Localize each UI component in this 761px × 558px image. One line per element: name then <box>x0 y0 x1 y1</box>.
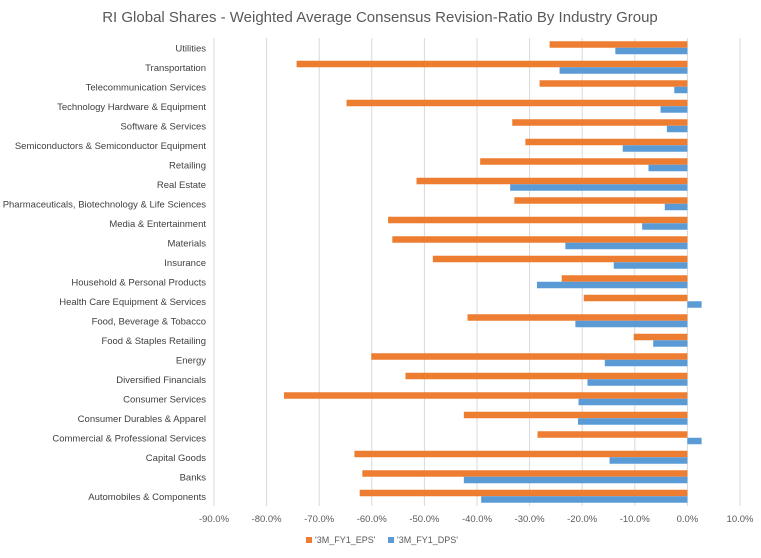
eps-bar <box>392 236 688 243</box>
dps-bar <box>674 86 688 94</box>
category-label: Banks <box>180 472 207 483</box>
category-label: Transportation <box>145 63 206 74</box>
category-label: Insurance <box>164 258 206 269</box>
category-label: Telecommunication Services <box>86 82 207 93</box>
eps-bar <box>283 392 688 399</box>
eps-bar <box>537 431 688 438</box>
dps-bar <box>642 223 688 230</box>
eps-bar <box>480 158 688 165</box>
x-tick-label: 0.0% <box>677 514 699 525</box>
dps-bar <box>648 164 688 172</box>
eps-bar <box>359 489 688 497</box>
dps-bar <box>666 125 688 133</box>
chart-title: RI Global Shares - Weighted Average Cons… <box>102 9 658 26</box>
x-tick-label: -90.0% <box>199 514 230 525</box>
x-tick-label: 10.0% <box>727 514 754 525</box>
dps-bar <box>604 359 688 367</box>
eps-bar <box>362 470 688 477</box>
eps-bar <box>549 41 688 48</box>
dps-bar <box>687 301 702 308</box>
legend: '3M_FY1_EPS' '3M_FY1_DPS' <box>306 535 458 545</box>
category-label: Consumer Services <box>123 394 206 405</box>
x-tick-label: -30.0% <box>515 514 546 525</box>
eps-bar <box>354 450 688 458</box>
eps-bar <box>633 333 688 341</box>
legend-label: '3M_FY1_EPS' <box>315 535 376 545</box>
eps-bar <box>405 372 688 380</box>
eps-bar <box>432 255 688 263</box>
dps-bar <box>481 496 688 503</box>
category-label: Real Estate <box>157 180 206 191</box>
category-label: Health Care Equipment & Services <box>59 297 206 308</box>
bars <box>283 41 702 503</box>
x-tick-label: -60.0% <box>357 514 388 525</box>
x-tick-label: -20.0% <box>567 514 598 525</box>
category-label: Automobiles & Components <box>88 492 206 503</box>
dps-bar <box>463 476 688 484</box>
gridlines <box>213 38 741 506</box>
dps-bar <box>565 242 688 250</box>
category-label: Energy <box>176 355 206 366</box>
dps-bar <box>578 398 688 406</box>
category-label: Technology Hardware & Equipment <box>57 102 206 113</box>
category-label: Diversified Financials <box>116 375 206 386</box>
dps-bar <box>613 262 688 269</box>
category-label: Semiconductors & Semiconductor Equipment <box>15 141 207 152</box>
eps-bar <box>388 216 688 224</box>
x-tick-label: -10.0% <box>620 514 651 525</box>
x-tick-label: -40.0% <box>462 514 493 525</box>
x-tick-label: -70.0% <box>304 514 335 525</box>
eps-bar <box>371 353 688 360</box>
eps-bar <box>346 99 688 107</box>
dps-bar <box>609 457 688 464</box>
dps-bar <box>587 379 688 386</box>
dps-bar <box>559 67 688 74</box>
dps-bar <box>575 320 688 328</box>
eps-bar <box>296 60 688 68</box>
legend-label: '3M_FY1_DPS' <box>397 535 458 545</box>
dps-bar <box>510 184 688 191</box>
category-label: Retailing <box>169 160 206 171</box>
legend-swatch <box>306 537 312 543</box>
dps-bar <box>577 418 688 425</box>
category-label: Materials <box>167 238 206 249</box>
x-tick-labels: -90.0% -80.0% -70.0% -60.0% -50.0% -40.0% -30.… <box>199 514 754 525</box>
x-tick-label: -80.0% <box>252 514 283 525</box>
eps-bar <box>467 314 688 321</box>
eps-bar <box>539 80 688 87</box>
category-label: Household & Personal Products <box>71 277 206 288</box>
eps-bar <box>463 411 688 419</box>
dps-bar <box>622 145 688 152</box>
category-label: Commercial & Professional Services <box>52 433 206 444</box>
category-label: Food, Beverage & Tobacco <box>92 316 206 327</box>
category-label: Food & Staples Retailing <box>101 336 206 347</box>
category-label: Software & Services <box>120 121 206 132</box>
eps-bar <box>583 294 688 302</box>
dps-bar <box>687 437 702 445</box>
legend-swatch <box>388 537 394 543</box>
x-tick-label: -50.0% <box>409 514 440 525</box>
category-label: Capital Goods <box>146 453 206 464</box>
eps-bar <box>514 197 688 204</box>
category-label: Consumer Durables & Apparel <box>78 414 206 425</box>
eps-bar <box>561 275 688 282</box>
dps-bar <box>653 340 688 347</box>
dps-bar <box>536 281 688 289</box>
category-label: Media & Entertainment <box>109 219 206 230</box>
category-label: Utilities <box>175 43 206 54</box>
dps-bar <box>660 106 688 113</box>
eps-bar <box>512 119 688 126</box>
category-labels: Utilities Transportation Telecommunication… <box>3 43 207 503</box>
dps-bar <box>664 203 688 211</box>
eps-bar <box>416 177 688 185</box>
dps-bar <box>615 47 688 55</box>
category-label: Pharmaceuticals, Biotechnology & Life Sc… <box>3 199 207 210</box>
eps-bar <box>525 138 688 146</box>
